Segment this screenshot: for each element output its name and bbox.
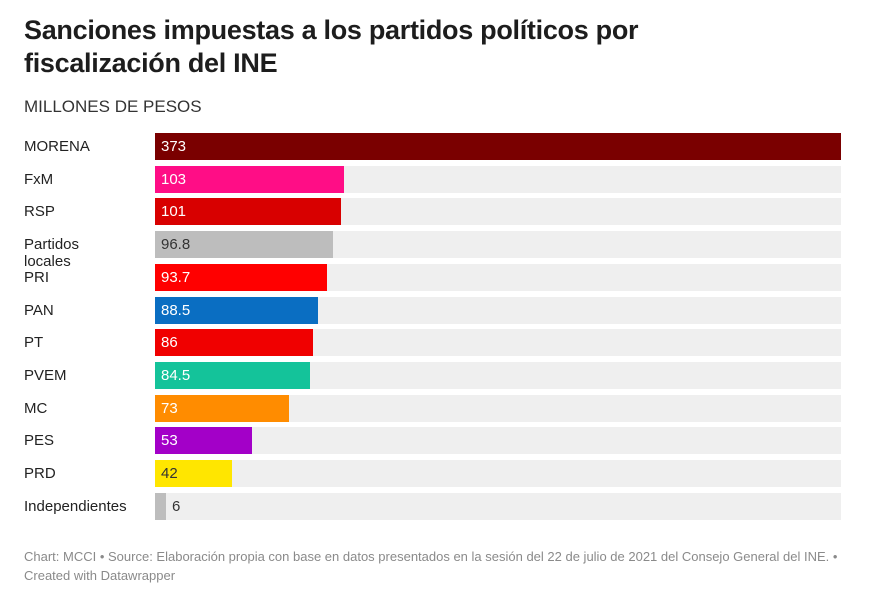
value-label: 86 [161, 334, 178, 352]
bar [155, 133, 841, 160]
value-label: 103 [161, 170, 187, 188]
bar-track: 103 [155, 165, 841, 193]
category-label: PAN [24, 301, 54, 319]
bar-track: 101 [155, 198, 841, 226]
category-label: RSP [24, 203, 55, 221]
bar-track: 373 [155, 133, 841, 160]
bar [155, 198, 341, 226]
value-label: 84.5 [161, 366, 191, 384]
value-label: 93.7 [161, 268, 191, 286]
bar [155, 394, 290, 422]
category-label: PVEM [24, 366, 67, 384]
bar-track: 86 [155, 329, 841, 357]
category-label: Partidos locales [24, 236, 80, 271]
category-label: Independientes [24, 497, 127, 515]
chart-subtitle: MILLONES DE PESOS [24, 97, 202, 116]
value-label: 6 [172, 497, 181, 515]
category-label: FxM [24, 170, 54, 188]
category-label: MC [24, 399, 48, 417]
bar [155, 492, 167, 520]
value-label: 53 [161, 432, 178, 450]
bar [155, 329, 314, 357]
category-label: PES [24, 432, 55, 450]
bar-track: 88.5 [155, 296, 841, 324]
value-label: 96.8 [161, 236, 191, 254]
value-label: 101 [161, 203, 187, 221]
value-label: 88.5 [161, 301, 191, 319]
chart-title: Sanciones impuestas a los partidos polít… [24, 15, 639, 78]
bar-track: 42 [155, 460, 841, 487]
bar [155, 165, 345, 193]
bar [155, 361, 311, 389]
bar-track: 84.5 [155, 361, 841, 389]
value-label: 73 [161, 399, 178, 417]
bar [155, 460, 233, 487]
bar-track: 93.7 [155, 263, 841, 291]
bar [155, 427, 253, 455]
bar-track: 6 [155, 492, 841, 520]
category-label: PRD [24, 465, 56, 482]
bar [155, 296, 318, 324]
category-label: PT [24, 334, 44, 352]
value-label: 373 [161, 138, 187, 155]
category-label: MORENA [24, 138, 90, 155]
value-label: 42 [161, 465, 178, 482]
category-label: PRI [24, 268, 50, 286]
bar-track: 96.8 [155, 231, 841, 259]
bar-track: 73 [155, 394, 841, 422]
bar-track: 53 [155, 427, 841, 455]
bar [155, 231, 334, 259]
chart-footer: Chart: MCCI • Source: Elaboración propia… [24, 549, 838, 583]
bar [155, 263, 328, 291]
